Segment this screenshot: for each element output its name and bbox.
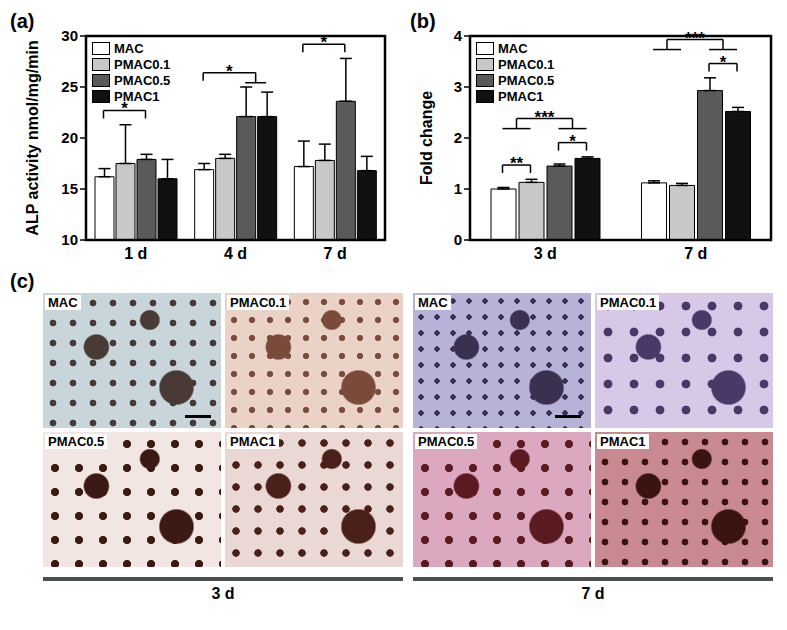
svg-text:1: 1 [454,180,462,197]
svg-text:***: *** [535,108,555,127]
html-text:(c): (c) [10,270,35,292]
svg-text:ALP activity nmol/mg/min: ALP activity nmol/mg/min [24,40,41,235]
svg-text:1 d: 1 d [124,245,147,262]
svg-text:**: ** [510,154,524,173]
svg-text:Fold change: Fold change [418,91,435,185]
svg-text:20: 20 [61,129,78,146]
svg-text:(a): (a) [10,10,34,32]
html-text:MAC: MAC [114,41,144,56]
svg-text:*: * [321,33,328,52]
html-text:PMAC0.5: PMAC0.5 [418,434,475,449]
svg-text:4 d: 4 d [224,245,247,262]
svg-text:15: 15 [61,180,78,197]
svg-text:10: 10 [61,231,78,248]
svg-text:(b): (b) [410,10,436,32]
html-text:PMAC0.1: PMAC0.1 [230,295,287,310]
svg-text:30: 30 [61,27,78,44]
html-text:PMAC0.1: PMAC0.1 [114,57,171,72]
html-text:PMAC0.5: PMAC0.5 [498,73,555,88]
svg-text:25: 25 [61,78,78,95]
html-text:3 d: 3 d [211,585,235,602]
html-text:PMAC1: PMAC1 [230,434,276,449]
html-text:PMAC0.1: PMAC0.1 [498,57,555,72]
svg-text:0: 0 [454,231,462,248]
html-text:PMAC0.5: PMAC0.5 [114,73,171,88]
html-text:7 d: 7 d [581,585,605,602]
html-text:MAC: MAC [498,41,528,56]
html-text:PMAC1: PMAC1 [114,89,160,104]
html-text:MAC: MAC [418,295,448,310]
svg-text:*: * [569,132,576,151]
html-text:PMAC1: PMAC1 [498,89,544,104]
svg-text:4: 4 [454,27,463,44]
html-text:PMAC1: PMAC1 [600,434,646,449]
svg-text:7 d: 7 d [324,245,347,262]
svg-text:7 d: 7 d [684,245,707,262]
svg-text:*: * [720,53,727,72]
html-text:PMAC0.5: PMAC0.5 [48,434,105,449]
svg-text:***: *** [685,29,705,48]
html-text:PMAC0.1: PMAC0.1 [600,295,657,310]
svg-text:2: 2 [454,129,462,146]
svg-text:*: * [226,62,233,81]
html-text:MAC: MAC [48,295,78,310]
svg-text:3 d: 3 d [534,245,557,262]
svg-text:3: 3 [454,78,462,95]
